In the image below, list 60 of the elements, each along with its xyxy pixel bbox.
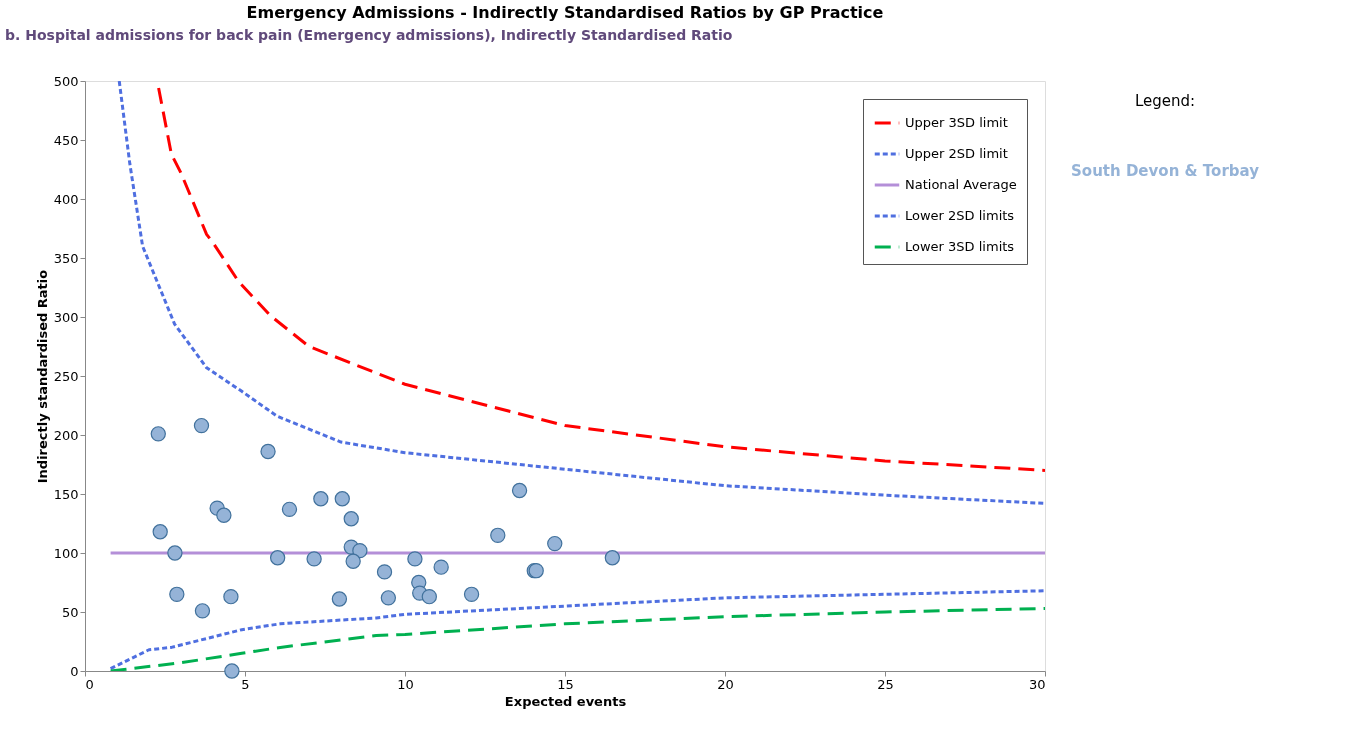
point	[343, 511, 359, 527]
y-tick-label: 200	[53, 427, 79, 443]
legend-title: Legend:	[1134, 92, 1196, 110]
text: South Devon & Torbay	[1071, 162, 1260, 180]
y-tick-label: 250	[53, 368, 79, 384]
point	[216, 507, 232, 523]
point	[421, 589, 437, 605]
y-tick-label: 100	[53, 545, 79, 561]
point	[313, 491, 329, 507]
x-tick-label: 25	[877, 676, 894, 692]
legend-label: Upper 3SD limit	[905, 115, 1008, 130]
line-series	[109, 589, 1045, 671]
point	[260, 443, 276, 460]
point	[152, 524, 168, 540]
legend-label: Upper 2SD limit	[905, 146, 1008, 161]
x-tick-label: 15	[557, 676, 574, 692]
legend-label: Lower 3SD limits	[905, 239, 1015, 254]
y-tick-label: 50	[61, 604, 79, 620]
y-tick-label: 0	[70, 663, 79, 679]
x-tick-label: 20	[717, 676, 734, 692]
point	[345, 553, 361, 569]
y-tick-label: 150	[53, 486, 79, 502]
point	[167, 545, 183, 561]
point	[490, 527, 506, 543]
y-tick-label: 450	[53, 132, 79, 148]
x-axis-title: Expected events	[504, 693, 627, 709]
text: b. Hospital admissions for back pain (Emergency admissions), Indirectly Standardised Ratio	[5, 27, 733, 43]
y-tick-label: 350	[53, 250, 79, 266]
point	[376, 564, 393, 580]
point	[281, 501, 298, 517]
point	[169, 586, 185, 602]
y-tick-label: 300	[53, 309, 79, 325]
point	[224, 663, 240, 679]
point	[334, 491, 350, 507]
point	[511, 482, 528, 499]
point	[150, 426, 166, 442]
point	[306, 551, 322, 567]
y-tick-label: 500	[53, 73, 79, 89]
x-tick-label: 30	[1028, 676, 1046, 692]
x-tick-label: 5	[241, 676, 250, 692]
legend-label: National Average	[905, 177, 1017, 192]
line-series	[109, 606, 1045, 671]
y-axis-title: Indirectly standardised Ratio	[34, 269, 50, 484]
legend-label: Lower 2SD limits	[905, 208, 1015, 223]
point	[193, 417, 210, 434]
point	[604, 550, 621, 566]
point	[547, 535, 563, 552]
point	[463, 586, 480, 602]
x-tick-label: 10	[397, 676, 414, 692]
point	[269, 550, 286, 566]
x-tick-label: 0	[85, 676, 94, 692]
point	[407, 551, 423, 567]
point	[380, 590, 397, 606]
point	[352, 542, 368, 559]
point	[223, 589, 239, 605]
point	[194, 603, 211, 619]
y-tick-label: 400	[53, 191, 79, 207]
chart-title: Emergency Admissions - Indirectly Standardised Ratios by GP Practice	[246, 3, 884, 22]
point	[433, 559, 449, 575]
point	[331, 591, 348, 607]
